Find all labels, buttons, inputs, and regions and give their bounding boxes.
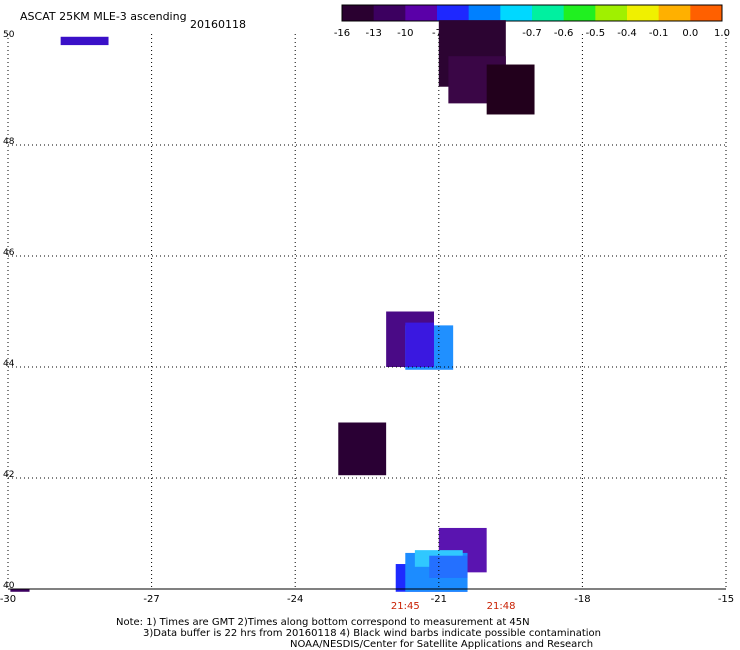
footer-note-line2: 3)Data buffer is 22 hrs from 20160118 4)… [143,628,601,639]
colorbar-label: -10 [397,28,413,39]
y-tick-label: 42 [3,470,14,480]
colorbar-segment [563,5,596,21]
colorbar-label: -13 [365,28,381,39]
colorbar-segment [373,5,406,21]
data-cell [405,322,435,367]
time-label: 21:45 [391,601,420,610]
colorbar-label: -7 [432,28,442,39]
data-cell [486,64,535,115]
x-tick-label: -15 [718,594,734,605]
y-tick-label: 50 [3,30,15,40]
footer-note-line1: Note: 1) Times are GMT 2)Times along bot… [116,617,530,628]
map-title: ASCAT 25KM MLE-3 ascending [20,10,187,23]
color-scale-bar: -16-13-10-7-4-1-0.7-0.6-0.5-0.4-0.10.01.… [334,4,730,39]
colorbar-segment [342,5,375,21]
x-tick-label: -24 [287,594,303,605]
data-cell [60,36,109,46]
x-tick-label: -21 [431,594,447,605]
colorbar-segment [468,5,501,21]
colorbar-segment [595,5,628,21]
data-cell [338,422,387,476]
colorbar-label: -0.4 [617,28,637,39]
colorbar-segment [437,5,470,21]
y-tick-label: 40 [3,581,15,591]
colorbar-label: -0.5 [586,28,606,39]
colorbar-label: -16 [334,28,350,39]
colorbar-label: -0.7 [522,28,542,39]
colorbar-segment [532,5,565,21]
time-label: 21:48 [487,601,516,610]
colorbar-segment [500,5,533,21]
footer-credit: NOAA/NESDIS/Center for Satellite Applica… [290,639,594,650]
data-cell [429,555,468,578]
x-tick-label: -27 [143,594,159,605]
y-tick-label: 44 [3,359,15,369]
colorbar-segment [405,5,438,21]
data-cell [10,589,30,592]
map-date: 20160118 [190,18,246,31]
x-tick-label: -30 [0,594,16,605]
colorbar-segment [658,5,691,21]
colorbar-segment [690,5,723,21]
y-tick-label: 48 [3,137,15,147]
map-plot: -30 -27 -24 -21 -18 -15 50 48 46 44 42 40 21:45 21:48 [0,20,734,610]
colorbar-label: -0.1 [649,28,669,39]
colorbar-segment [627,5,660,21]
colorbar-frame [341,4,723,22]
x-tick-label: -18 [574,594,590,605]
y-tick-label: 46 [3,248,15,258]
colorbar-label: -0.6 [554,28,574,39]
colorbar-label: 1.0 [714,28,730,39]
colorbar-label: 0.0 [682,28,698,39]
